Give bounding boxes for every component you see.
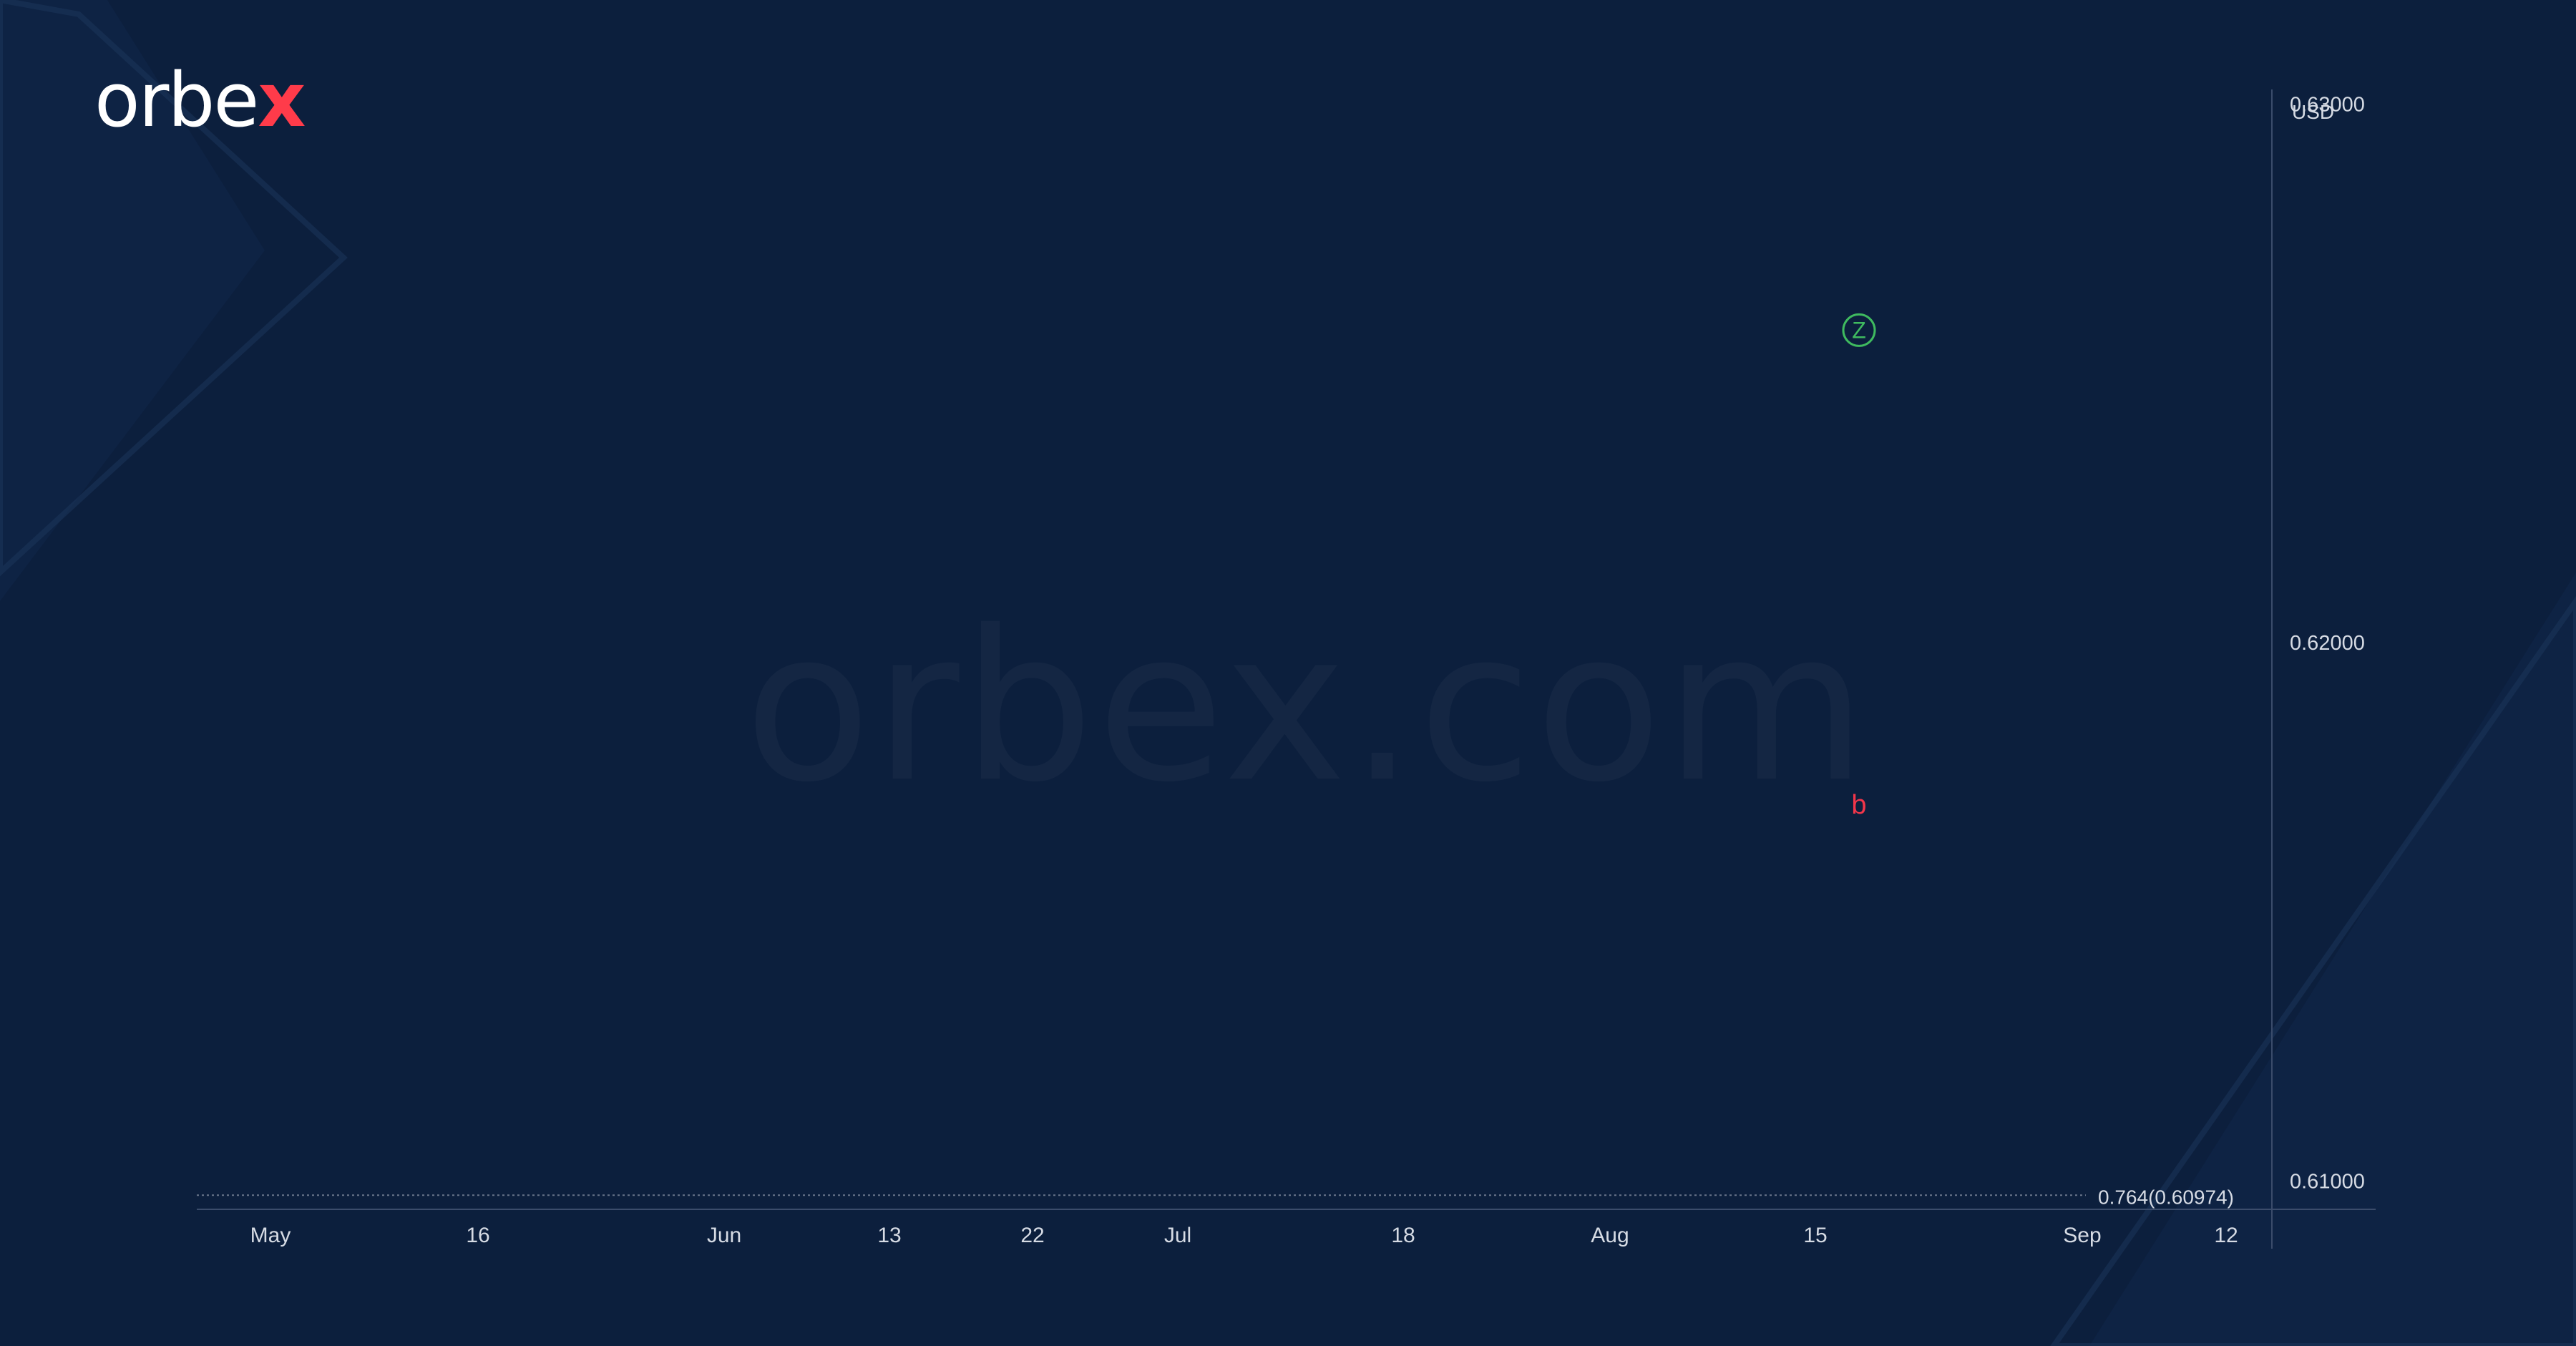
x-tick-label: Sep <box>2063 1224 2101 1247</box>
wave-label: Z <box>1852 317 1866 343</box>
x-tick-label: 12 <box>2214 1224 2238 1247</box>
x-tick-label: Aug <box>1591 1224 1629 1247</box>
orbex-logo: orbex <box>94 63 306 137</box>
fib-level-label: 0.764(0.60974) <box>2098 1186 2234 1208</box>
wave-label: b <box>1851 790 1866 820</box>
x-tick-label: 18 <box>1391 1224 1415 1247</box>
x-tick-label: Jul <box>1164 1224 1191 1247</box>
y-tick-label: 0.62000 <box>2290 632 2365 655</box>
x-tick-label: 22 <box>1020 1224 1044 1247</box>
logo-x-mark: x <box>258 57 306 144</box>
wave-label-circle <box>1842 313 1876 347</box>
x-tick-label: May <box>250 1224 291 1247</box>
x-tick-label: 13 <box>877 1224 901 1247</box>
currency-label: USD <box>2292 101 2334 123</box>
logo-text: orbe <box>94 57 259 144</box>
y-tick-label: 0.61000 <box>2290 1171 2365 1194</box>
x-tick-label: 15 <box>1803 1224 1827 1247</box>
x-tick-label: 16 <box>466 1224 489 1247</box>
x-tick-label: Jun <box>707 1224 741 1247</box>
y-tick-label: 0.63000 <box>2290 93 2365 116</box>
